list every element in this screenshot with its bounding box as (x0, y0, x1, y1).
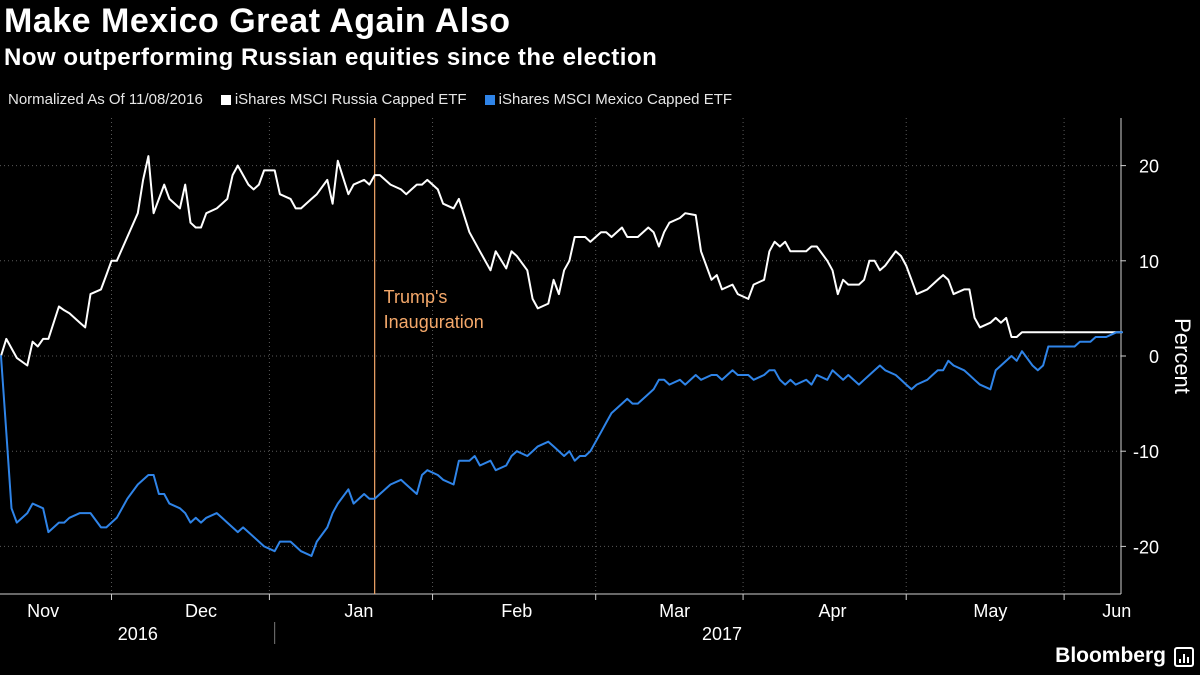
series-line-russia (0, 155, 1123, 367)
x-tick-label: Mar (659, 601, 690, 621)
y-tick-label: -10 (1133, 442, 1159, 462)
bloomberg-logo: Bloomberg (1055, 644, 1166, 667)
x-tick-label: Jun (1102, 601, 1131, 621)
legend-swatch-mexico (484, 94, 495, 105)
legend-swatch-russia (220, 94, 231, 105)
legend-note-text: Normalized As Of 11/08/2016 (8, 91, 203, 108)
chart-subtitle: Now outperforming Russian equities since… (4, 44, 658, 71)
bloomberg-chart-icon (1174, 647, 1194, 667)
year-label: 2017 (702, 624, 742, 644)
legend-item-russia: iShares MSCI Russia Capped ETF (220, 91, 467, 108)
y-axis-label: Percent (1170, 318, 1195, 394)
legend-label-russia: iShares MSCI Russia Capped ETF (234, 91, 467, 108)
x-tick-label: Apr (819, 601, 847, 621)
y-tick-label: 0 (1149, 347, 1159, 367)
inauguration-label: Inauguration (384, 312, 484, 332)
y-tick-label: 20 (1139, 157, 1159, 177)
series-line-mexico (0, 331, 1123, 557)
x-tick-label: Feb (501, 601, 532, 621)
legend-note: Normalized As Of 11/08/2016 (8, 91, 203, 108)
year-label: 2016 (118, 624, 158, 644)
x-tick-label: Dec (185, 601, 217, 621)
y-tick-label: 10 (1139, 252, 1159, 272)
legend-item-mexico: iShares MSCI Mexico Capped ETF (484, 91, 733, 108)
y-tick-label: -20 (1133, 537, 1159, 557)
x-tick-label: Nov (27, 601, 59, 621)
chart-title: Make Mexico Great Again Also (4, 2, 511, 40)
x-tick-label: Jan (344, 601, 373, 621)
legend: Normalized As Of 11/08/2016 iShares MSCI… (8, 91, 750, 108)
inauguration-label: Trump's (384, 287, 448, 307)
legend-label-mexico: iShares MSCI Mexico Capped ETF (498, 91, 733, 108)
x-tick-label: May (973, 601, 1007, 621)
